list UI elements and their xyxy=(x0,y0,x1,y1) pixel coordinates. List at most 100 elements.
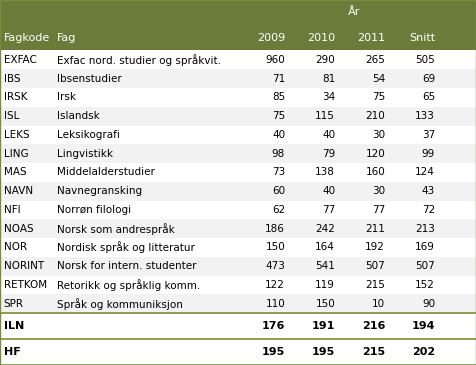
Text: 191: 191 xyxy=(312,321,335,331)
Text: 194: 194 xyxy=(412,321,435,331)
Text: 40: 40 xyxy=(272,130,285,140)
Text: Nordisk språk og litteratur: Nordisk språk og litteratur xyxy=(57,242,195,253)
Text: Norsk som andrespråk: Norsk som andrespråk xyxy=(57,223,175,235)
Text: 81: 81 xyxy=(322,74,335,84)
Bar xyxy=(0,238,476,257)
Text: 195: 195 xyxy=(262,347,285,357)
Bar xyxy=(0,200,476,219)
Text: 40: 40 xyxy=(322,130,335,140)
Text: 138: 138 xyxy=(315,168,335,177)
Text: 75: 75 xyxy=(372,92,385,102)
Text: 124: 124 xyxy=(415,168,435,177)
Text: 202: 202 xyxy=(412,347,435,357)
Bar xyxy=(0,219,476,238)
Text: 62: 62 xyxy=(272,205,285,215)
Text: 215: 215 xyxy=(365,280,385,290)
Text: Lingvistikk: Lingvistikk xyxy=(57,149,113,159)
Text: 77: 77 xyxy=(322,205,335,215)
Text: 169: 169 xyxy=(415,242,435,253)
Text: Norsk for intern. studenter: Norsk for intern. studenter xyxy=(57,261,197,271)
Text: NFI: NFI xyxy=(4,205,20,215)
Text: 34: 34 xyxy=(322,92,335,102)
Bar xyxy=(0,126,476,144)
Text: 72: 72 xyxy=(422,205,435,215)
Text: 192: 192 xyxy=(365,242,385,253)
Text: MAS: MAS xyxy=(4,168,27,177)
Text: NOR: NOR xyxy=(4,242,27,253)
Text: 37: 37 xyxy=(422,130,435,140)
Text: 98: 98 xyxy=(272,149,285,159)
Text: Irsk: Irsk xyxy=(57,92,76,102)
Text: 216: 216 xyxy=(362,321,385,331)
Text: 290: 290 xyxy=(316,55,335,65)
Text: ILN: ILN xyxy=(4,321,24,331)
Bar xyxy=(0,182,476,200)
Text: 43: 43 xyxy=(422,186,435,196)
Text: 2010: 2010 xyxy=(307,32,335,42)
Text: 242: 242 xyxy=(315,224,335,234)
Text: 164: 164 xyxy=(315,242,335,253)
Bar xyxy=(0,88,476,107)
Text: NOAS: NOAS xyxy=(4,224,33,234)
Text: Middelalderstudier: Middelalderstudier xyxy=(57,168,155,177)
Text: 133: 133 xyxy=(415,111,435,121)
Text: 150: 150 xyxy=(266,242,285,253)
Text: NAVN: NAVN xyxy=(4,186,33,196)
Text: IRSK: IRSK xyxy=(4,92,27,102)
Text: 10: 10 xyxy=(372,299,385,309)
Text: 120: 120 xyxy=(366,149,385,159)
Bar xyxy=(0,144,476,163)
Text: 73: 73 xyxy=(272,168,285,177)
Text: 2009: 2009 xyxy=(257,32,285,42)
Text: 507: 507 xyxy=(416,261,435,271)
Text: Snitt: Snitt xyxy=(409,32,435,42)
Text: Retorikk og språklig komm.: Retorikk og språklig komm. xyxy=(57,279,200,291)
Text: Islandsk: Islandsk xyxy=(57,111,100,121)
Text: ISL: ISL xyxy=(4,111,19,121)
Text: 75: 75 xyxy=(272,111,285,121)
Bar xyxy=(0,50,476,69)
Text: 473: 473 xyxy=(265,261,285,271)
Text: 71: 71 xyxy=(272,74,285,84)
Text: 2011: 2011 xyxy=(357,32,385,42)
Bar xyxy=(0,257,476,276)
Text: 99: 99 xyxy=(422,149,435,159)
Text: LEKS: LEKS xyxy=(4,130,30,140)
Text: 40: 40 xyxy=(322,186,335,196)
Text: EXFAC: EXFAC xyxy=(4,55,37,65)
Text: 541: 541 xyxy=(315,261,335,271)
Bar xyxy=(0,294,476,313)
Text: 60: 60 xyxy=(272,186,285,196)
Text: 77: 77 xyxy=(372,205,385,215)
Text: 119: 119 xyxy=(315,280,335,290)
Text: Ibsenstudier: Ibsenstudier xyxy=(57,74,122,84)
Text: 150: 150 xyxy=(316,299,335,309)
Text: 186: 186 xyxy=(265,224,285,234)
Text: 65: 65 xyxy=(422,92,435,102)
Text: IBS: IBS xyxy=(4,74,20,84)
Text: Navnegransking: Navnegransking xyxy=(57,186,142,196)
Bar xyxy=(0,24,476,50)
Text: 213: 213 xyxy=(415,224,435,234)
Text: 79: 79 xyxy=(322,149,335,159)
Bar xyxy=(0,313,476,339)
Text: 160: 160 xyxy=(366,168,385,177)
Text: 505: 505 xyxy=(416,55,435,65)
Text: 152: 152 xyxy=(415,280,435,290)
Bar xyxy=(0,339,476,365)
Text: 176: 176 xyxy=(262,321,285,331)
Text: Leksikografi: Leksikografi xyxy=(57,130,120,140)
Text: SPR: SPR xyxy=(4,299,24,309)
Text: År: År xyxy=(348,7,360,17)
Text: RETKOM: RETKOM xyxy=(4,280,47,290)
Text: 507: 507 xyxy=(366,261,385,271)
Text: 115: 115 xyxy=(315,111,335,121)
Text: 195: 195 xyxy=(312,347,335,357)
Text: NORINT: NORINT xyxy=(4,261,44,271)
Text: Språk og kommuniksjon: Språk og kommuniksjon xyxy=(57,298,183,310)
Bar xyxy=(0,69,476,88)
Text: 85: 85 xyxy=(272,92,285,102)
Bar xyxy=(0,0,476,24)
Text: 30: 30 xyxy=(372,130,385,140)
Text: 215: 215 xyxy=(362,347,385,357)
